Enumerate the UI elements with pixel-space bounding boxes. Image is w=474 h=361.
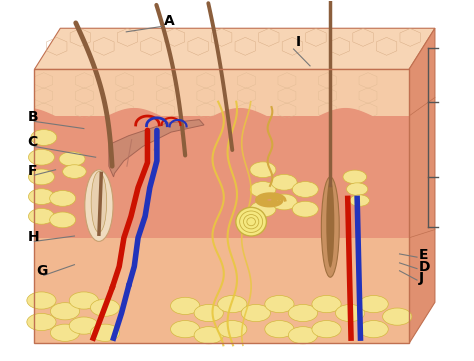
- Ellipse shape: [50, 191, 76, 206]
- Ellipse shape: [321, 177, 339, 277]
- Ellipse shape: [171, 297, 200, 314]
- Ellipse shape: [346, 183, 368, 195]
- Text: H: H: [27, 230, 39, 244]
- Ellipse shape: [69, 317, 99, 334]
- Ellipse shape: [241, 304, 271, 322]
- Ellipse shape: [218, 321, 247, 338]
- Ellipse shape: [250, 182, 276, 197]
- Ellipse shape: [350, 195, 369, 206]
- Ellipse shape: [292, 201, 318, 217]
- Ellipse shape: [28, 189, 55, 204]
- Ellipse shape: [28, 149, 55, 165]
- Text: I: I: [296, 35, 301, 49]
- Text: C: C: [27, 135, 37, 149]
- Ellipse shape: [218, 296, 247, 313]
- Ellipse shape: [171, 321, 200, 338]
- Ellipse shape: [69, 292, 99, 309]
- Ellipse shape: [63, 165, 86, 178]
- Text: B: B: [27, 110, 38, 125]
- Ellipse shape: [292, 182, 318, 197]
- Ellipse shape: [336, 304, 365, 322]
- Ellipse shape: [50, 303, 80, 320]
- Ellipse shape: [28, 208, 55, 224]
- Ellipse shape: [312, 321, 341, 338]
- Ellipse shape: [265, 321, 294, 338]
- Ellipse shape: [28, 169, 55, 185]
- Ellipse shape: [236, 207, 266, 236]
- Ellipse shape: [91, 299, 119, 316]
- Ellipse shape: [288, 304, 318, 322]
- Ellipse shape: [50, 324, 80, 342]
- Ellipse shape: [288, 327, 318, 344]
- Ellipse shape: [31, 130, 57, 145]
- Ellipse shape: [250, 162, 276, 178]
- Ellipse shape: [27, 292, 56, 309]
- Ellipse shape: [343, 170, 366, 184]
- Polygon shape: [35, 116, 409, 238]
- Ellipse shape: [85, 170, 113, 242]
- Ellipse shape: [312, 296, 341, 313]
- Polygon shape: [35, 28, 435, 69]
- Ellipse shape: [59, 152, 85, 166]
- Polygon shape: [409, 28, 435, 343]
- Ellipse shape: [50, 212, 76, 228]
- Polygon shape: [35, 69, 409, 116]
- Text: A: A: [164, 14, 175, 28]
- Ellipse shape: [383, 308, 412, 325]
- Polygon shape: [109, 119, 204, 177]
- Polygon shape: [35, 238, 409, 343]
- Ellipse shape: [91, 324, 119, 342]
- Ellipse shape: [250, 201, 276, 217]
- Ellipse shape: [194, 327, 223, 344]
- Ellipse shape: [271, 194, 297, 210]
- Ellipse shape: [359, 296, 388, 313]
- Ellipse shape: [359, 321, 388, 338]
- Ellipse shape: [91, 171, 107, 232]
- Text: F: F: [27, 164, 37, 178]
- Text: D: D: [419, 260, 430, 274]
- Ellipse shape: [265, 296, 294, 313]
- Text: E: E: [419, 248, 428, 262]
- Text: J: J: [419, 271, 424, 285]
- Ellipse shape: [27, 313, 56, 331]
- Ellipse shape: [194, 304, 223, 322]
- Text: G: G: [36, 264, 48, 278]
- Ellipse shape: [326, 179, 334, 268]
- Ellipse shape: [271, 174, 297, 190]
